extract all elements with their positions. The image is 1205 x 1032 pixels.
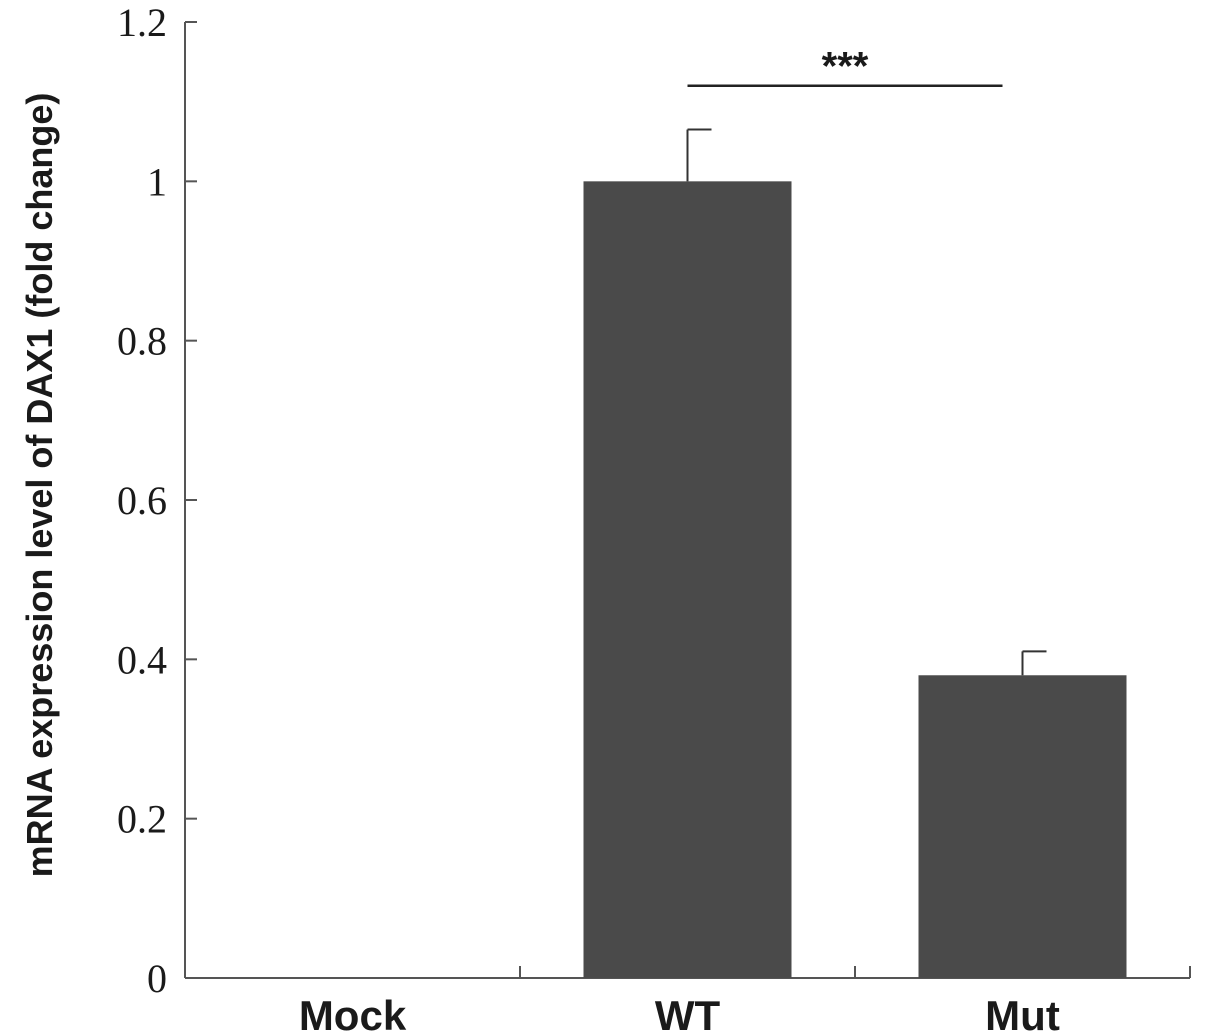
error-bars: [686, 128, 1047, 676]
y-tick-label: 0.6: [117, 478, 167, 523]
bars: [583, 181, 1127, 979]
y-tick-label: 1: [147, 159, 167, 204]
significance-label: ***: [822, 45, 869, 89]
x-tick-labels: Mock WT Mut: [299, 992, 1060, 1032]
x-tick-label-mock: Mock: [299, 992, 407, 1032]
error-bar-mut: [1021, 650, 1047, 676]
significance-annotations: ***: [687, 45, 1003, 89]
x-tick-label-wt: WT: [655, 992, 721, 1032]
y-tick-label: 0.2: [117, 797, 167, 842]
y-tick-label: 0.4: [117, 637, 167, 682]
y-tick-label: 0: [147, 956, 167, 1001]
error-bar-wt: [686, 128, 712, 182]
x-tick-label-mut: Mut: [985, 992, 1060, 1032]
y-tick-label: 1.2: [117, 0, 167, 45]
y-tick-label: 0.8: [117, 319, 167, 364]
y-ticks: 0 0.2 0.4 0.6 0.8 1 1.2: [117, 0, 197, 1001]
bar-mut: [918, 675, 1127, 978]
y-axis-title: mRNA expression level of DAX1 (fold chan…: [19, 93, 60, 878]
bar-wt: [583, 181, 792, 979]
